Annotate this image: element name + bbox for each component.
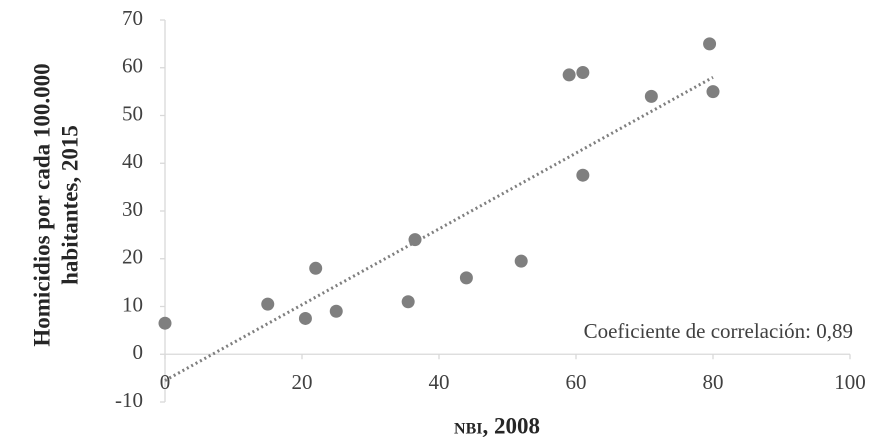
y-axis-label-1: Homicidios por cada 100.000 <box>29 63 54 346</box>
y-tick-label: 10 <box>122 292 143 316</box>
trendline <box>164 75 714 382</box>
point <box>309 261 323 275</box>
y-tick-label: 20 <box>122 245 143 269</box>
x-tick-label: 100 <box>834 370 866 394</box>
y-tick-label: 0 <box>133 340 144 364</box>
point <box>408 233 422 247</box>
y-tick-label: 30 <box>122 197 143 221</box>
point <box>158 316 172 330</box>
point <box>644 89 658 103</box>
x-tick-label: 20 <box>292 370 313 394</box>
y-tick-label: -10 <box>115 388 143 412</box>
point <box>401 295 415 309</box>
point <box>298 311 312 325</box>
y-tick-label: 40 <box>122 149 143 173</box>
point <box>703 37 717 51</box>
x-tick-label: 80 <box>703 370 724 394</box>
annotation: Coeficiente de correlación: 0,89 <box>584 319 853 343</box>
y-axis-label-2: habitantes, 2015 <box>57 125 82 285</box>
point <box>576 168 590 182</box>
y-tick-label: 60 <box>122 54 143 78</box>
point <box>706 85 720 99</box>
y-tick-label: 50 <box>122 101 143 125</box>
point <box>562 68 576 82</box>
point <box>576 66 590 80</box>
point <box>329 304 343 318</box>
point <box>261 297 275 311</box>
y-tick-label: 70 <box>122 6 143 30</box>
point <box>459 271 473 285</box>
x-tick-label: 40 <box>429 370 450 394</box>
x-axis-label: NBI, 2008 <box>454 413 540 438</box>
point <box>514 254 528 268</box>
x-tick-label: 60 <box>566 370 587 394</box>
x-tick-label: 0 <box>160 370 171 394</box>
